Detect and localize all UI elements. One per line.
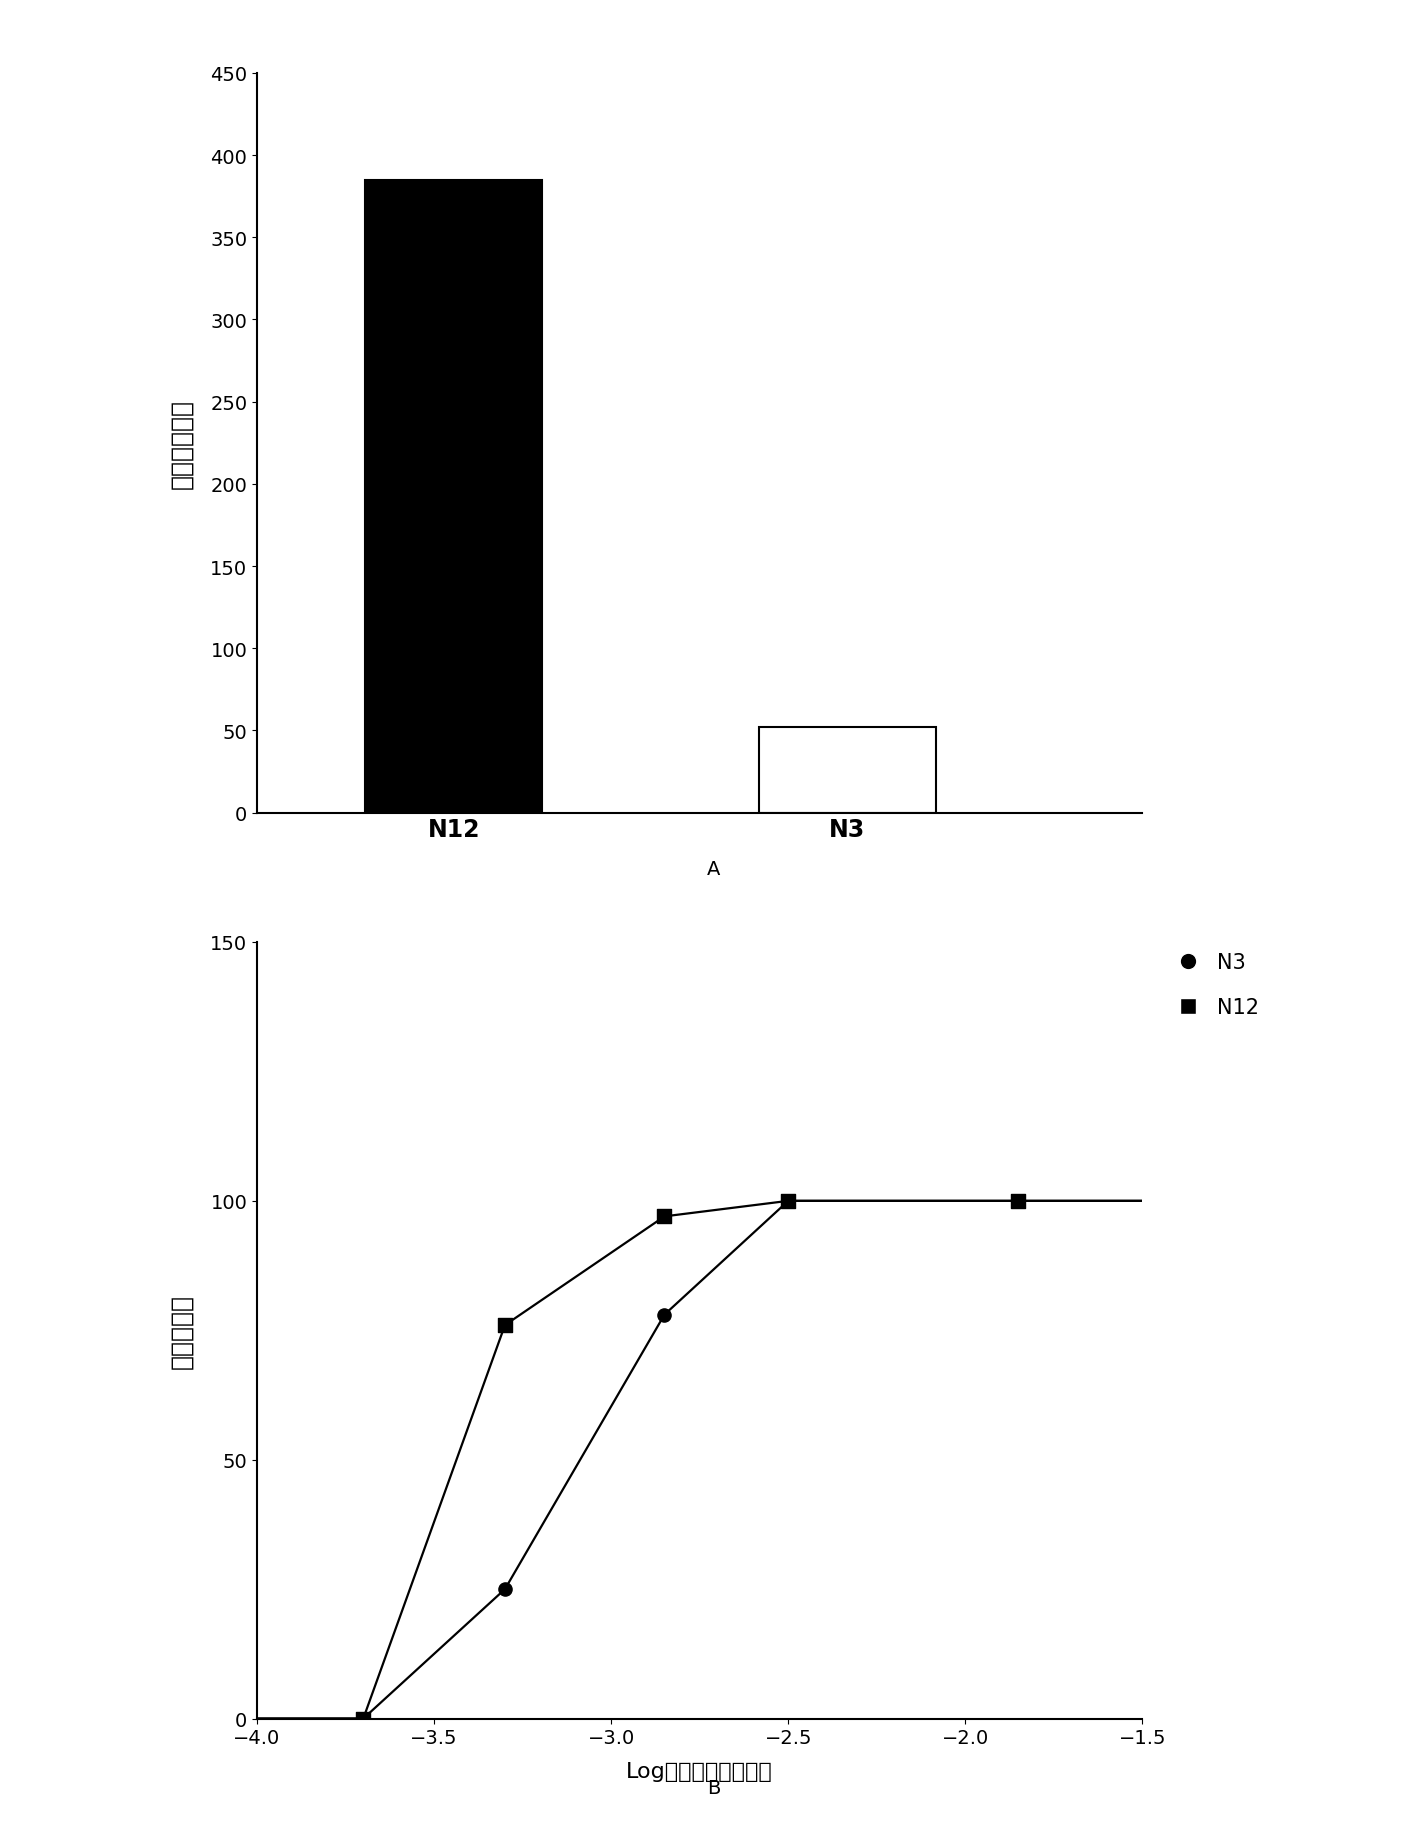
- Point: [1007, 1186, 1030, 1216]
- Point: [494, 1310, 517, 1340]
- Y-axis label: 相对抑制率: 相对抑制率: [170, 1294, 194, 1368]
- Bar: [758, 728, 935, 813]
- Text: B: B: [707, 1778, 721, 1796]
- Point: [1007, 1186, 1030, 1216]
- Y-axis label: 血清稀释倍数: 血清稀释倍数: [170, 399, 194, 488]
- Text: A: A: [707, 859, 721, 878]
- Point: [351, 1704, 374, 1733]
- Point: [777, 1186, 800, 1216]
- Legend: N3, N12: N3, N12: [1180, 954, 1259, 1018]
- Point: [494, 1574, 517, 1604]
- Point: [351, 1704, 374, 1733]
- Point: [653, 1201, 675, 1231]
- Point: [653, 1301, 675, 1331]
- X-axis label: Log（系列稀释倍数）: Log（系列稀释倍数）: [627, 1761, 773, 1781]
- Point: [777, 1186, 800, 1216]
- Bar: [366, 181, 543, 813]
